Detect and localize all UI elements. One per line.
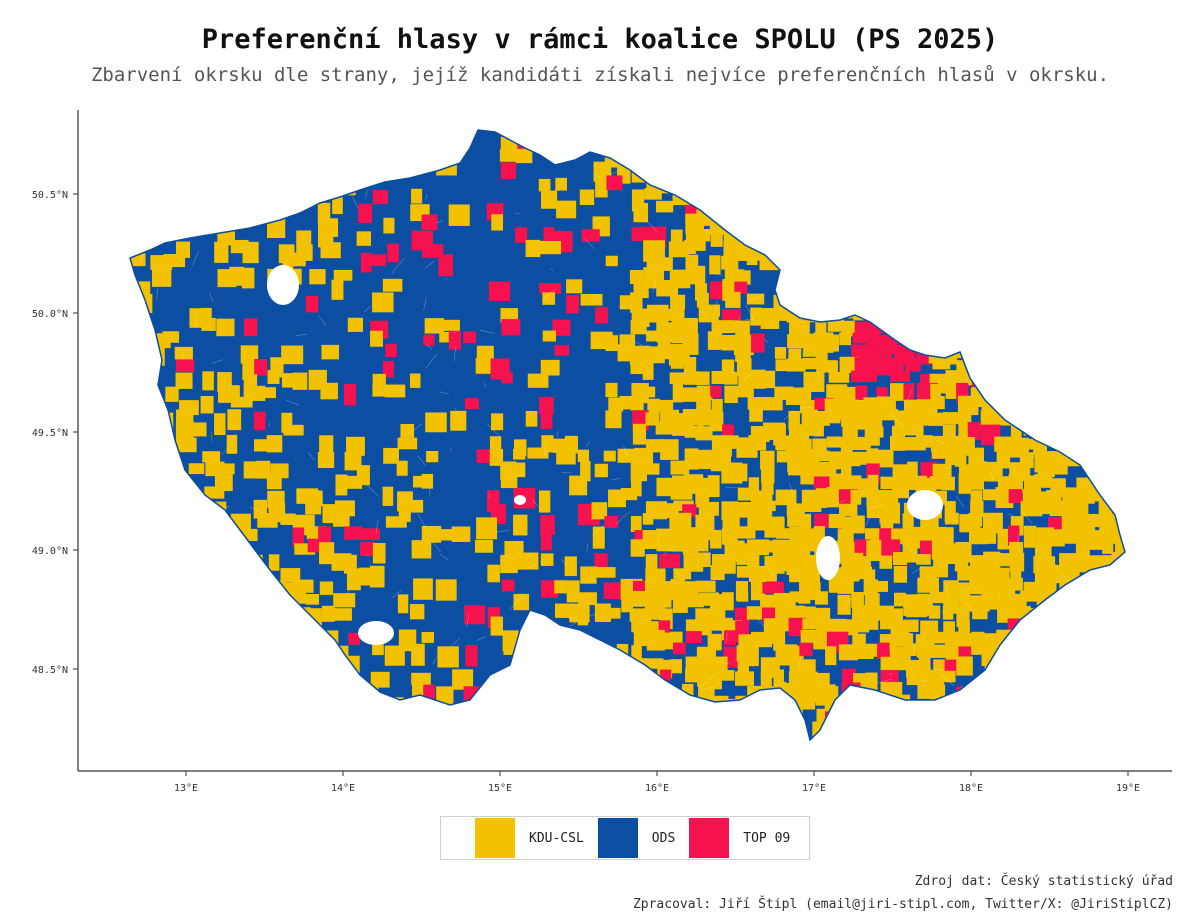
legend-swatch-top09 bbox=[689, 818, 730, 858]
y-tick-label: 50.5°N bbox=[32, 190, 68, 201]
author-line: Zpracoval: Jiří Štipl (email@jiri-stipl.… bbox=[632, 897, 1173, 912]
x-tick-label: 14°E bbox=[331, 783, 355, 794]
country-map bbox=[130, 130, 1125, 740]
y-tick-label: 49.5°N bbox=[32, 428, 68, 439]
legend-item-kdu: KDU-CSL bbox=[475, 818, 584, 858]
x-tick-label: 13°E bbox=[174, 783, 198, 794]
legend-item-top09: TOP 09 bbox=[689, 818, 790, 858]
legend-swatch-ods bbox=[597, 818, 638, 858]
y-tick-label: 50.0°N bbox=[32, 309, 68, 320]
country-border bbox=[129, 129, 1126, 742]
legend-label-ods: ODS bbox=[651, 830, 676, 846]
legend-label-kdu: KDU-CSL bbox=[529, 830, 584, 846]
chart-title: Preferenční hlasy v rámci koalice SPOLU … bbox=[201, 24, 999, 55]
chart-subtitle: Zbarvení okrsku dle strany, jejíž kandid… bbox=[90, 64, 1110, 86]
axes: 13°E 14°E 15°E 16°E 17°E 18°E 19°E 50.5°N 50.0°N… bbox=[32, 110, 1172, 794]
x-tick-label: 17°E bbox=[802, 783, 826, 794]
x-tick-label: 16°E bbox=[645, 783, 669, 794]
x-tick-label: 15°E bbox=[488, 783, 512, 794]
legend-label-top09: TOP 09 bbox=[743, 830, 791, 846]
x-tick-label: 19°E bbox=[1116, 783, 1140, 794]
city-holes bbox=[267, 265, 943, 645]
y-tick-label: 48.5°N bbox=[32, 665, 68, 676]
source-line: Zdroj dat: Český statistický úřad bbox=[914, 874, 1173, 889]
legend: KDU-CSL ODS TOP 09 bbox=[440, 816, 810, 860]
y-tick-label: 49.0°N bbox=[32, 546, 68, 557]
x-tick-label: 18°E bbox=[959, 783, 983, 794]
legend-swatch-kdu bbox=[475, 818, 515, 858]
legend-item-ods: ODS bbox=[597, 818, 676, 858]
